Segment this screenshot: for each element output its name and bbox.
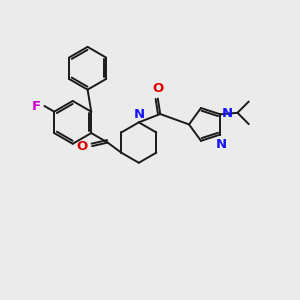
- Text: O: O: [152, 82, 164, 95]
- Text: N: N: [222, 106, 233, 120]
- Text: F: F: [32, 100, 41, 112]
- Text: N: N: [216, 137, 227, 151]
- Text: O: O: [77, 140, 88, 153]
- Text: N: N: [134, 108, 145, 121]
